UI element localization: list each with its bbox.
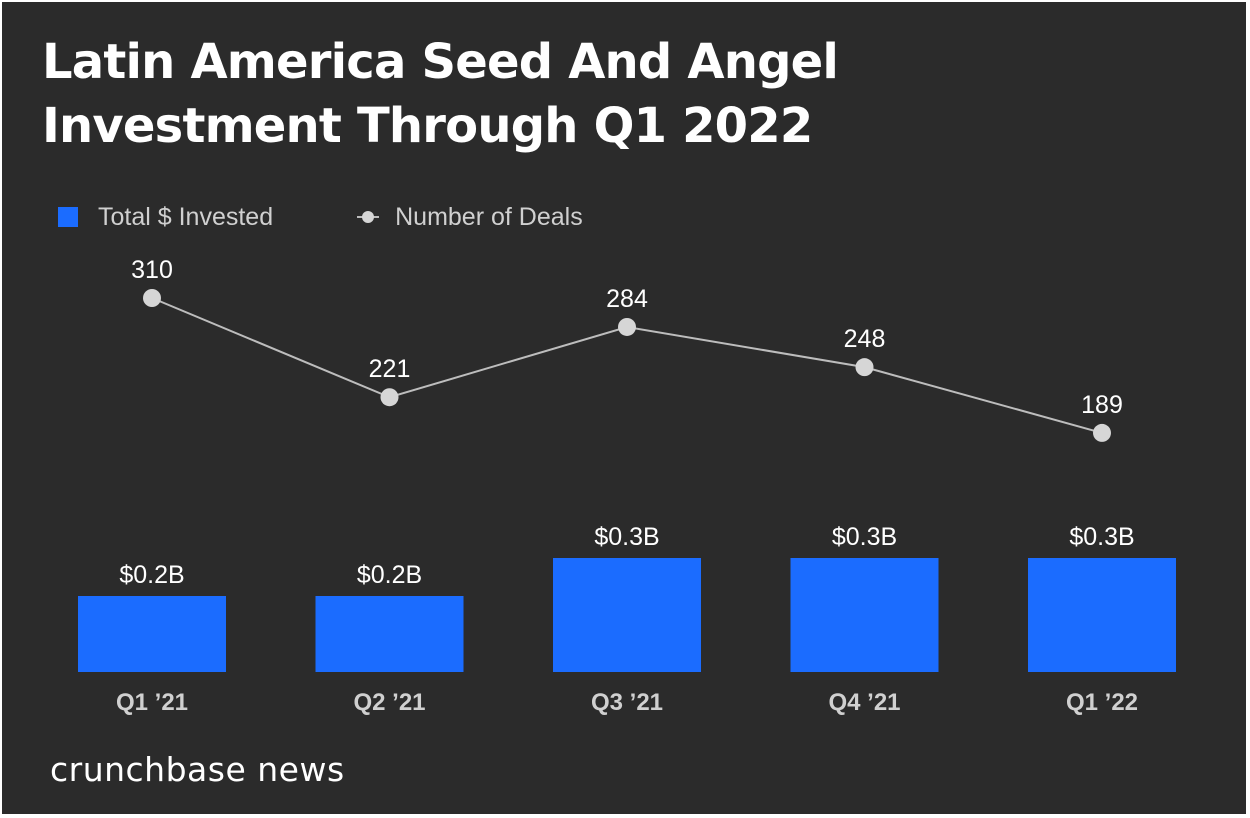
x-tick-label: Q1 ’21 <box>116 689 188 716</box>
chart-title: Latin America Seed And Angel Investment … <box>42 34 839 154</box>
deals-value-label: 310 <box>131 256 173 284</box>
deals-value-label: 248 <box>844 325 886 353</box>
deals-value-label: 284 <box>606 285 648 313</box>
deals-point <box>855 358 874 377</box>
brand-logo: crunchbase news <box>50 750 345 789</box>
bar-value-label: $0.2B <box>119 561 184 589</box>
bar <box>1028 558 1176 672</box>
bar <box>78 596 226 672</box>
x-tick-label: Q2 ’21 <box>353 689 425 716</box>
line-swatch-icon <box>357 207 380 227</box>
bar-value-label: $0.3B <box>594 523 659 551</box>
legend-item-total-invested: Total $ Invested <box>58 203 273 232</box>
deals-point <box>1093 423 1111 442</box>
bar-value-label: $0.2B <box>357 561 422 589</box>
bar <box>315 596 464 672</box>
legend-label-number-of-deals: Number of Deals <box>395 202 583 231</box>
deals-point <box>143 289 161 307</box>
bar <box>553 558 701 672</box>
legend-label-total-invested: Total $ Invested <box>98 202 274 231</box>
x-tick-label: Q4 ’21 <box>828 689 900 716</box>
legend-item-number-of-deals: Number of Deals <box>357 203 583 232</box>
x-tick-label: Q3 ’21 <box>591 689 663 716</box>
bar <box>790 558 939 672</box>
bar-swatch-icon <box>58 207 78 227</box>
deals-value-label: 189 <box>1081 391 1123 419</box>
x-tick-label: Q1 ’22 <box>1066 689 1138 716</box>
deals-point <box>380 388 399 407</box>
bar-value-label: $0.3B <box>1069 523 1134 551</box>
legend: Total $ Invested Number of Deals <box>58 202 667 232</box>
deals-value-label: 221 <box>369 355 411 383</box>
bar-value-label: $0.3B <box>832 523 897 551</box>
deals-point <box>618 317 636 336</box>
